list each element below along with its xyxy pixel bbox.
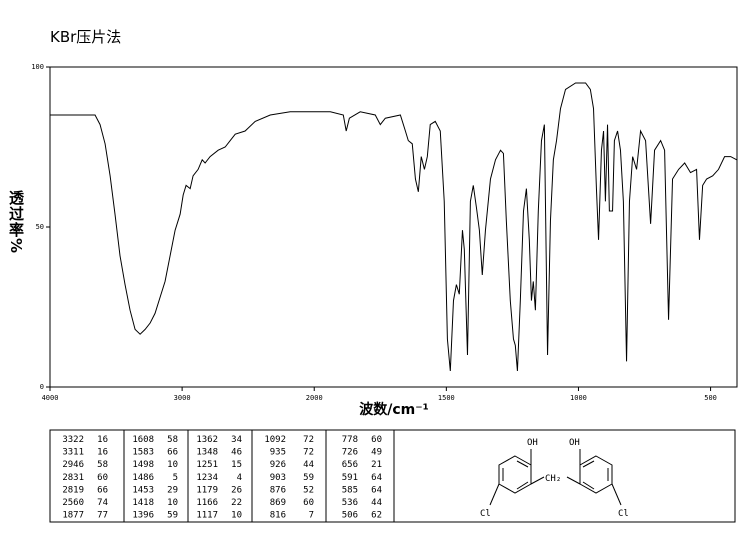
peak-transmittance: 66: [167, 448, 178, 458]
peak-wavenumber: 1234: [196, 473, 218, 483]
peak-wavenumber: 1179: [196, 485, 218, 495]
peak-transmittance: 10: [167, 460, 178, 470]
peak-wavenumber: 726: [342, 448, 358, 458]
peak-wavenumber: 1498: [132, 460, 154, 470]
peak-transmittance: 72: [303, 448, 314, 458]
peak-wavenumber: 1418: [132, 498, 154, 508]
peak-wavenumber: 1166: [196, 498, 218, 508]
peak-transmittance: 7: [309, 511, 314, 521]
peak-transmittance: 60: [97, 473, 108, 483]
peak-transmittance: 29: [167, 485, 178, 495]
x-tick-label: 4000: [42, 394, 59, 402]
peak-transmittance: 16: [97, 435, 108, 445]
peak-transmittance: 21: [371, 460, 382, 470]
peak-wavenumber: 591: [342, 473, 358, 483]
peak-wavenumber: 585: [342, 485, 358, 495]
x-tick-label: 2000: [306, 394, 323, 402]
peak-transmittance: 58: [97, 460, 108, 470]
peak-transmittance: 26: [231, 485, 242, 495]
peak-wavenumber: 1583: [132, 448, 154, 458]
plot-frame: [49, 66, 738, 388]
peak-wavenumber: 1092: [264, 435, 286, 445]
peak-transmittance: 64: [371, 485, 382, 495]
peak-wavenumber: 1877: [62, 511, 84, 521]
peak-transmittance: 4: [237, 473, 242, 483]
x-tick-label: 500: [704, 394, 717, 402]
peak-transmittance: 72: [303, 435, 314, 445]
table-dividers: [123, 430, 395, 522]
peak-transmittance: 66: [97, 485, 108, 495]
peak-wavenumber: 1251: [196, 460, 218, 470]
peak-wavenumber: 935: [270, 448, 286, 458]
peak-transmittance: 15: [231, 460, 242, 470]
peak-transmittance: 60: [371, 435, 382, 445]
peak-transmittance: 60: [303, 498, 314, 508]
peak-transmittance: 58: [167, 435, 178, 445]
peak-wavenumber: 1608: [132, 435, 154, 445]
y-tick-label: 0: [40, 383, 44, 391]
peak-wavenumber: 778: [342, 435, 358, 445]
peak-wavenumber: 816: [270, 511, 286, 521]
peak-transmittance: 49: [371, 448, 382, 458]
x-axis-label: 波数/cm⁻¹: [359, 401, 429, 418]
molecule-bonds: [489, 449, 622, 506]
table-frame: [49, 429, 736, 523]
peak-transmittance: 44: [303, 460, 314, 470]
peak-transmittance: 44: [371, 498, 382, 508]
peak-wavenumber: 656: [342, 460, 358, 470]
peak-transmittance: 64: [371, 473, 382, 483]
peak-wavenumber: 1486: [132, 473, 154, 483]
structure-label: OH: [569, 438, 580, 448]
peak-wavenumber: 2819: [62, 485, 84, 495]
structure-label: Cl: [480, 509, 491, 519]
peak-wavenumber: 1453: [132, 485, 154, 495]
peak-transmittance: 10: [167, 498, 178, 508]
peak-wavenumber: 926: [270, 460, 286, 470]
structure-label: Cl: [618, 509, 629, 519]
peak-wavenumber: 3311: [62, 448, 84, 458]
y-tick-label: 50: [36, 223, 44, 231]
peak-transmittance: 77: [97, 511, 108, 521]
peak-transmittance: 59: [303, 473, 314, 483]
peak-transmittance: 52: [303, 485, 314, 495]
peak-transmittance: 16: [97, 448, 108, 458]
x-tick-label: 1000: [570, 394, 587, 402]
peak-transmittance: 62: [371, 511, 382, 521]
y-axis-label: 透过率%: [7, 190, 25, 255]
peak-transmittance: 34: [231, 435, 242, 445]
peak-wavenumber: 3322: [62, 435, 84, 445]
peak-wavenumber: 869: [270, 498, 286, 508]
spectrum-line: [50, 82, 737, 372]
y-tick-label: 100: [31, 63, 44, 71]
peak-wavenumber: 903: [270, 473, 286, 483]
peak-wavenumber: 2560: [62, 498, 84, 508]
peak-wavenumber: 1362: [196, 435, 218, 445]
peak-wavenumber: 506: [342, 511, 358, 521]
chart-title: KBr压片法: [50, 28, 121, 46]
peak-wavenumber: 536: [342, 498, 358, 508]
peak-wavenumber: 1348: [196, 448, 218, 458]
structure-label: CH₂: [545, 474, 561, 484]
peak-transmittance: 5: [173, 473, 178, 483]
x-tick-label: 3000: [174, 394, 191, 402]
structure-label: OH: [527, 438, 538, 448]
peak-transmittance: 10: [231, 511, 242, 521]
peak-wavenumber: 1396: [132, 511, 154, 521]
peak-wavenumber: 876: [270, 485, 286, 495]
peak-wavenumber: 2831: [62, 473, 84, 483]
peak-transmittance: 74: [97, 498, 108, 508]
peak-wavenumber: 2946: [62, 460, 84, 470]
peak-wavenumber: 1117: [196, 511, 218, 521]
peak-transmittance: 22: [231, 498, 242, 508]
peak-transmittance: 46: [231, 448, 242, 458]
peak-transmittance: 59: [167, 511, 178, 521]
x-tick-label: 1500: [438, 394, 455, 402]
